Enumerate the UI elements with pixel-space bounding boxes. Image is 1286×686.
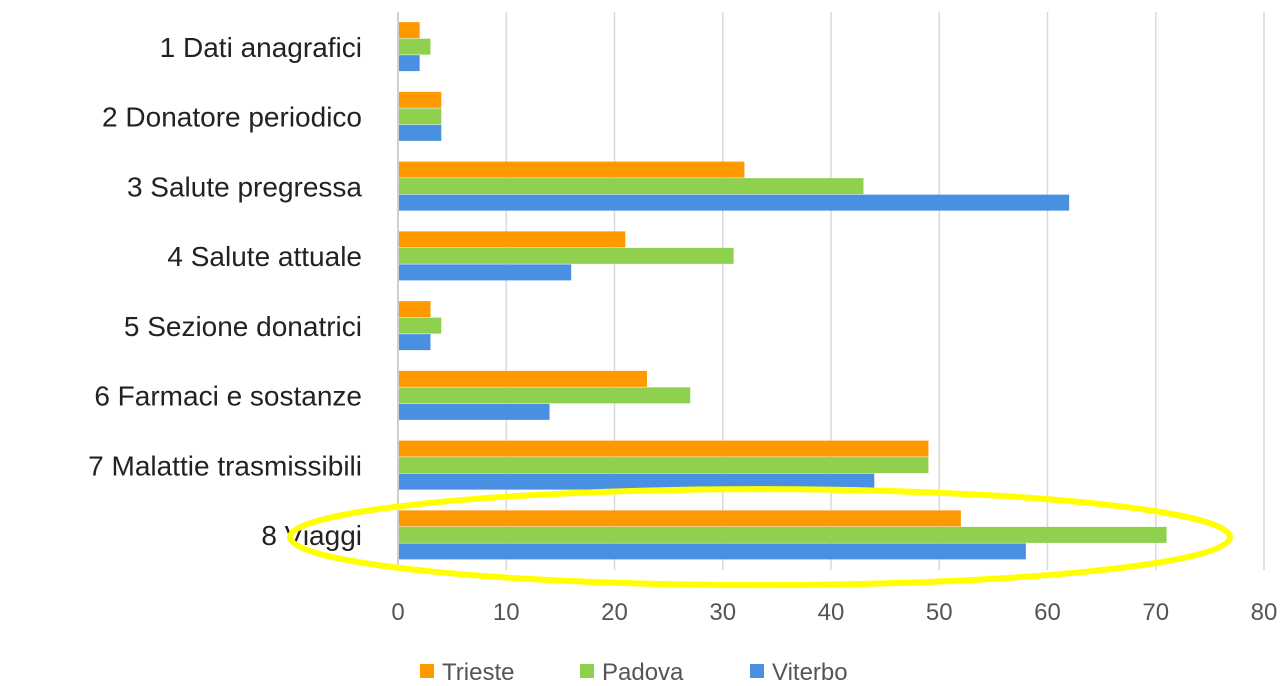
x-tick-label: 30 [709, 599, 736, 626]
category-label: 3 Salute pregressa [127, 171, 362, 202]
bar-padova [399, 387, 691, 404]
bar-padova [399, 178, 864, 195]
x-tick-label: 70 [1142, 599, 1169, 626]
x-tick-label: 20 [601, 599, 628, 626]
bar-viterbo [399, 124, 442, 141]
bar-trieste [399, 91, 442, 108]
x-tick-label: 80 [1251, 599, 1278, 626]
x-tick-label: 10 [493, 599, 520, 626]
bar-padova [399, 108, 442, 125]
bar-trieste [399, 22, 420, 39]
legend-swatch-viterbo [750, 664, 764, 678]
bar-viterbo [399, 543, 1026, 560]
legend-label-viterbo: Viterbo [772, 659, 848, 686]
bar-trieste [399, 510, 961, 527]
bar-viterbo [399, 403, 550, 420]
bar-viterbo [399, 473, 875, 490]
bar-padova [399, 317, 442, 334]
category-label: 5 Sezione donatrici [124, 311, 362, 342]
bars [399, 22, 1167, 560]
legend-label-padova: Padova [602, 659, 684, 686]
category-label: 2 Donatore periodico [102, 102, 362, 133]
category-label: 4 Salute attuale [167, 241, 362, 272]
bar-viterbo [399, 264, 572, 281]
legend-label-trieste: Trieste [442, 659, 514, 686]
x-tick-label: 60 [1034, 599, 1061, 626]
legend-swatch-padova [580, 664, 594, 678]
bar-trieste [399, 301, 431, 318]
bar-padova [399, 457, 929, 474]
bar-trieste [399, 231, 626, 248]
bar-viterbo [399, 55, 420, 72]
highlight-ellipse [287, 486, 1233, 589]
bar-trieste [399, 440, 929, 457]
x-tick-label: 50 [926, 599, 953, 626]
bar-trieste [399, 161, 745, 178]
bar-viterbo [399, 334, 431, 351]
x-tick-label: 0 [391, 599, 404, 626]
legend: Trieste Padova Viterbo [420, 659, 848, 686]
x-tick-label: 40 [818, 599, 845, 626]
legend-swatch-trieste [420, 664, 434, 678]
gridlines [505, 12, 1265, 570]
bar-padova [399, 38, 431, 55]
category-labels: 1 Dati anagrafici 2 Donatore periodico 3 S… [88, 32, 362, 551]
bar-trieste [399, 370, 647, 387]
bar-padova [399, 526, 1167, 543]
x-tick-labels: 0 10 20 30 40 50 60 70 80 [391, 599, 1277, 626]
bar-padova [399, 247, 734, 264]
bar-viterbo [399, 194, 1070, 211]
category-label: 6 Farmaci e sostanze [94, 381, 362, 412]
category-label: 1 Dati anagrafici [160, 32, 362, 63]
category-label: 7 Malattie trasmissibili [88, 450, 362, 481]
